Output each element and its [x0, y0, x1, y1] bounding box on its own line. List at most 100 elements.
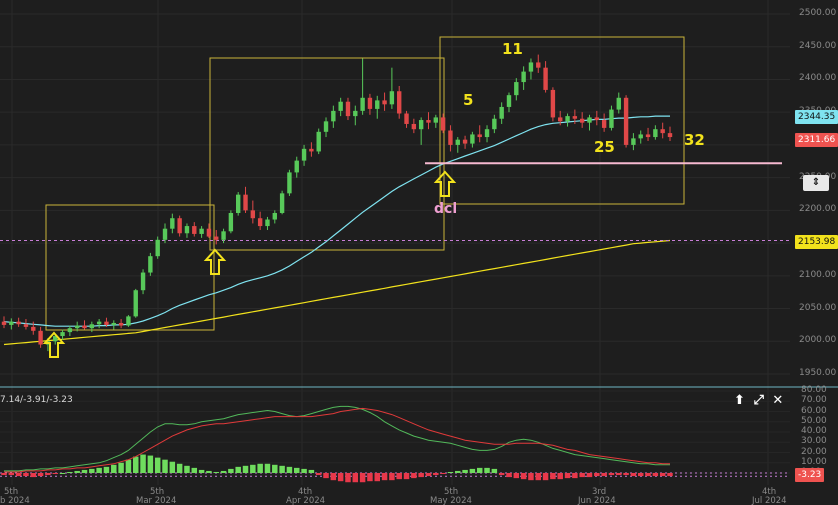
candle[interactable] — [162, 223, 168, 244]
candle[interactable] — [38, 326, 43, 348]
candle[interactable] — [587, 114, 592, 131]
candle[interactable] — [594, 110, 600, 126]
candle[interactable] — [499, 102, 504, 124]
candle[interactable] — [111, 320, 116, 330]
candle[interactable] — [192, 222, 197, 237]
candle[interactable] — [660, 122, 665, 139]
candle[interactable] — [228, 210, 234, 234]
candle[interactable] — [638, 130, 643, 144]
candle[interactable] — [367, 93, 373, 115]
candle[interactable] — [397, 86, 402, 119]
signal-line[interactable] — [4, 407, 670, 473]
candle[interactable] — [199, 226, 204, 238]
candle[interactable] — [426, 112, 431, 130]
candle[interactable] — [265, 216, 270, 230]
candle[interactable] — [558, 110, 563, 126]
candle[interactable] — [353, 105, 358, 126]
candle[interactable] — [601, 113, 607, 132]
candle[interactable] — [536, 54, 541, 73]
candle[interactable] — [543, 61, 548, 93]
candle[interactable] — [206, 223, 212, 238]
candle[interactable] — [455, 137, 460, 153]
candle[interactable] — [31, 321, 36, 335]
candle[interactable] — [470, 131, 475, 148]
candle[interactable] — [104, 317, 109, 327]
close-icon[interactable]: ✕ — [772, 393, 785, 408]
candle[interactable] — [667, 126, 673, 141]
candle[interactable] — [579, 112, 585, 128]
candle[interactable] — [184, 223, 190, 238]
candle[interactable] — [448, 125, 453, 152]
candle[interactable] — [140, 269, 146, 295]
candle[interactable] — [550, 87, 556, 122]
candle[interactable] — [360, 58, 365, 115]
candle[interactable] — [279, 190, 285, 215]
candle[interactable] — [433, 114, 438, 128]
candle[interactable] — [565, 113, 570, 127]
candle[interactable] — [243, 186, 248, 213]
candle[interactable] — [492, 114, 497, 134]
candle[interactable] — [126, 315, 131, 327]
candle[interactable] — [221, 228, 226, 244]
candle[interactable] — [309, 142, 314, 157]
candle[interactable] — [301, 144, 307, 166]
candle[interactable] — [645, 127, 651, 141]
candle[interactable] — [382, 92, 387, 111]
candle[interactable] — [67, 325, 73, 337]
candle[interactable] — [631, 133, 636, 151]
candle[interactable] — [9, 318, 14, 330]
candle[interactable] — [609, 105, 614, 131]
candle[interactable] — [214, 230, 219, 245]
candle[interactable] — [411, 118, 417, 134]
candle[interactable] — [250, 200, 256, 224]
candle[interactable] — [528, 58, 534, 80]
candle[interactable] — [272, 210, 277, 224]
candle[interactable] — [118, 319, 124, 329]
candle[interactable] — [514, 78, 519, 101]
candle[interactable] — [375, 95, 380, 119]
expand-icon[interactable]: ⤢ — [753, 393, 765, 408]
candle[interactable] — [653, 125, 658, 140]
candle[interactable] — [623, 95, 629, 148]
candle[interactable] — [404, 110, 409, 128]
candle[interactable] — [155, 236, 160, 259]
candle[interactable] — [1, 316, 7, 329]
arrow-up-icon — [203, 248, 227, 275]
candle[interactable] — [60, 329, 65, 340]
macd-line[interactable] — [4, 405, 670, 472]
candle[interactable] — [331, 105, 336, 128]
candle[interactable] — [23, 319, 29, 330]
candle[interactable] — [177, 215, 182, 237]
candle[interactable] — [74, 321, 80, 332]
candle[interactable] — [316, 128, 321, 155]
annotation-5: 5 — [463, 91, 474, 109]
candle[interactable] — [462, 135, 468, 149]
candle[interactable] — [506, 92, 512, 113]
candle[interactable] — [484, 125, 490, 143]
scale-collapse-button[interactable]: ⇕ — [803, 175, 829, 191]
candle[interactable] — [616, 92, 621, 114]
candle[interactable] — [521, 66, 526, 90]
candle[interactable] — [89, 321, 95, 333]
candle[interactable] — [16, 317, 21, 327]
candle[interactable] — [236, 192, 241, 216]
candle[interactable] — [323, 117, 329, 138]
candle[interactable] — [389, 67, 395, 109]
ma-slow-line[interactable] — [3, 239, 671, 346]
candle[interactable] — [82, 320, 87, 330]
candle[interactable] — [418, 117, 424, 145]
candle[interactable] — [287, 169, 292, 196]
move-up-icon[interactable]: ⬆ — [734, 393, 746, 408]
candle[interactable] — [148, 252, 153, 276]
candle[interactable] — [338, 97, 343, 117]
candle[interactable] — [477, 125, 482, 143]
candle[interactable] — [257, 211, 263, 230]
candle[interactable] — [96, 319, 102, 329]
candle[interactable] — [572, 109, 578, 124]
candle[interactable] — [440, 113, 446, 134]
candle[interactable] — [345, 97, 351, 121]
candle[interactable] — [170, 213, 175, 234]
candle[interactable] — [294, 156, 299, 178]
candle[interactable] — [133, 288, 138, 318]
